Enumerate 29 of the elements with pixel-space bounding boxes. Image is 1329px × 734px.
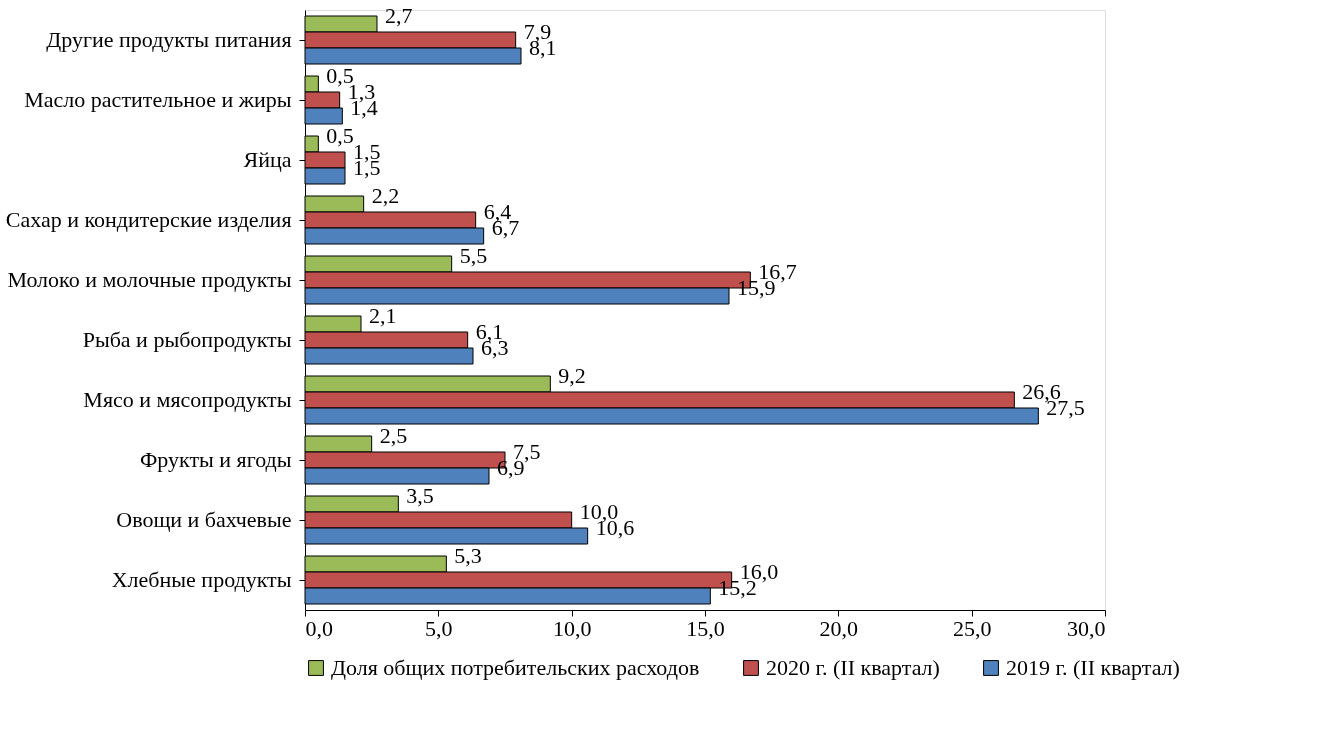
y-tick-label: Яйца xyxy=(243,147,292,172)
y-tick-label: Молоко и молочные продукты xyxy=(7,267,292,292)
x-tick-label: 15,0 xyxy=(686,615,725,641)
x-tick-label: 10,0 xyxy=(552,615,592,641)
y-tick-label: Рыба и рыбопродукты xyxy=(82,327,292,352)
x-tick-label: 20,0 xyxy=(819,615,859,641)
data-label: 2,2 xyxy=(371,183,400,208)
x-tick-label: 5,0 xyxy=(425,615,453,641)
legend-label: 2019 г. (II квартал) xyxy=(1006,655,1180,680)
legend-label: Доля общих потребительских расходов xyxy=(331,655,700,680)
data-label: 0,5 xyxy=(326,123,354,148)
data-label: 5,3 xyxy=(454,543,482,568)
y-tick-label: Фрукты и ягоды xyxy=(139,447,292,472)
legend-label: 2020 г. (II квартал) xyxy=(766,655,940,680)
y-tick-label: Сахар и кондитерские изделия xyxy=(5,207,292,232)
data-label: 2,5 xyxy=(379,423,408,448)
y-tick-label: Овощи и бахчевые xyxy=(116,507,292,532)
data-label: 2,1 xyxy=(369,303,397,328)
y-tick-label: Хлебные продукты xyxy=(111,567,292,592)
x-tick-label: 30,0 xyxy=(1067,615,1106,641)
y-tick-label: Другие продукты питания xyxy=(46,27,292,52)
data-label: 3,5 xyxy=(406,483,434,508)
data-label: 2,7 xyxy=(385,3,413,28)
y-tick-label: Масло растительное и жиры xyxy=(24,87,292,112)
y-tick-label: Мясо и мясопродукты xyxy=(83,387,292,412)
data-label: 9,2 xyxy=(558,363,586,388)
data-label: 5,5 xyxy=(459,243,488,268)
x-tick-label: 25,0 xyxy=(952,615,992,641)
x-tick-label: 0,0 xyxy=(305,615,333,641)
